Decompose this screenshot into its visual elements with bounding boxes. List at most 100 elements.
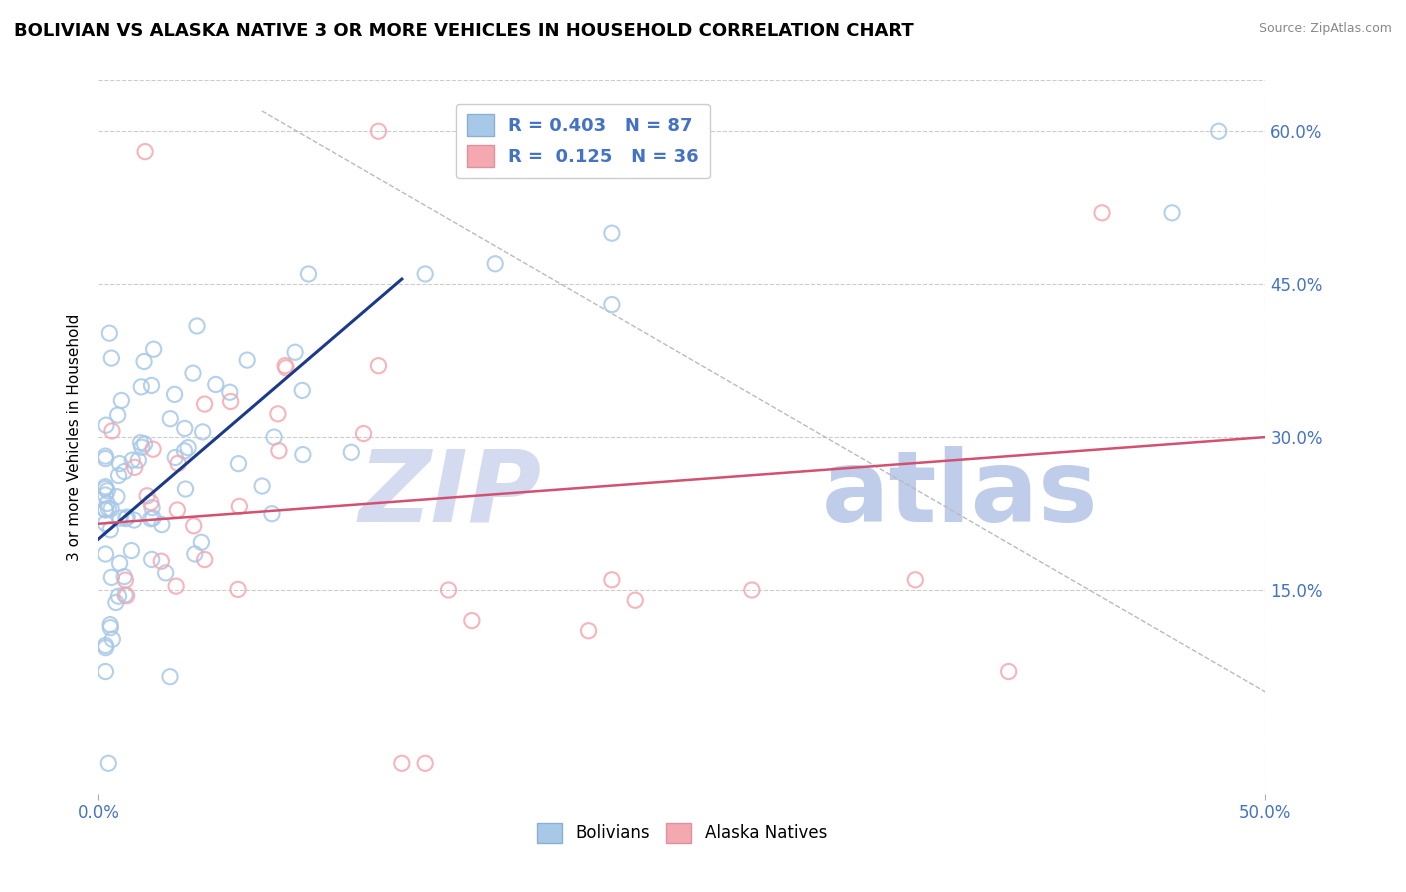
Point [96,483,118,498]
Point [194,552,217,566]
Point [136,489,159,503]
Point [98,326,121,341]
Point [218,385,240,400]
Point [191,425,214,439]
Point [413,267,436,281]
Point [284,345,307,359]
Point [204,377,226,392]
Point [110,511,132,525]
Point [600,297,623,311]
Point [94,502,117,516]
Point [624,593,647,607]
Point [159,670,181,684]
Point [150,517,173,532]
Point [219,394,242,409]
Point [997,665,1019,679]
Point [166,503,188,517]
Point [236,353,259,368]
Point [228,457,250,471]
Point [124,460,146,475]
Point [114,588,136,602]
Point [184,547,207,561]
Point [163,387,186,401]
Point [100,570,122,584]
Point [112,465,135,479]
Point [267,443,290,458]
Point [150,554,173,568]
Point [155,566,177,580]
Point [194,397,217,411]
Point [107,589,129,603]
Point [461,614,484,628]
Point [1161,206,1184,220]
Point [112,569,135,583]
Point [115,589,138,603]
Point [94,639,117,653]
Point [97,756,120,771]
Point [260,507,283,521]
Point [100,501,122,516]
Point [267,407,290,421]
Point [134,145,156,159]
Point [165,450,187,465]
Point [101,424,124,438]
Point [340,445,363,459]
Point [107,468,129,483]
Point [101,632,124,647]
Point [291,384,314,398]
Point [115,510,138,524]
Point [391,756,413,771]
Point [741,582,763,597]
Point [108,457,131,471]
Point [904,573,927,587]
Point [139,495,162,509]
Point [600,573,623,587]
Text: atlas: atlas [823,446,1098,542]
Point [100,351,122,365]
Point [167,456,190,470]
Point [274,360,297,375]
Point [94,418,117,433]
Point [173,443,195,458]
Point [120,543,142,558]
Point [129,435,152,450]
Point [174,482,197,496]
Point [107,408,129,422]
Point [134,437,156,451]
Point [578,624,600,638]
Point [141,500,163,515]
Point [484,257,506,271]
Point [110,393,132,408]
Point [159,411,181,425]
Point [183,518,205,533]
Point [94,516,117,531]
Point [114,573,136,587]
Point [1208,124,1230,138]
Point [114,511,136,525]
Point [94,547,117,561]
Point [105,490,128,504]
Point [353,426,375,441]
Point [94,503,117,517]
Point [367,359,389,373]
Point [291,448,314,462]
Point [600,226,623,240]
Point [129,380,152,394]
Point [94,640,117,655]
Point [121,453,143,467]
Point [98,523,121,537]
Point [139,512,162,526]
Point [122,513,145,527]
Point [98,621,121,635]
Text: ZIP: ZIP [359,446,541,542]
Point [142,343,165,357]
Point [104,595,127,609]
Point [141,378,163,392]
Text: Source: ZipAtlas.com: Source: ZipAtlas.com [1258,22,1392,36]
Point [177,441,200,455]
Point [165,579,187,593]
Point [94,488,117,502]
Point [142,442,165,457]
Point [367,124,389,138]
Point [98,617,121,632]
